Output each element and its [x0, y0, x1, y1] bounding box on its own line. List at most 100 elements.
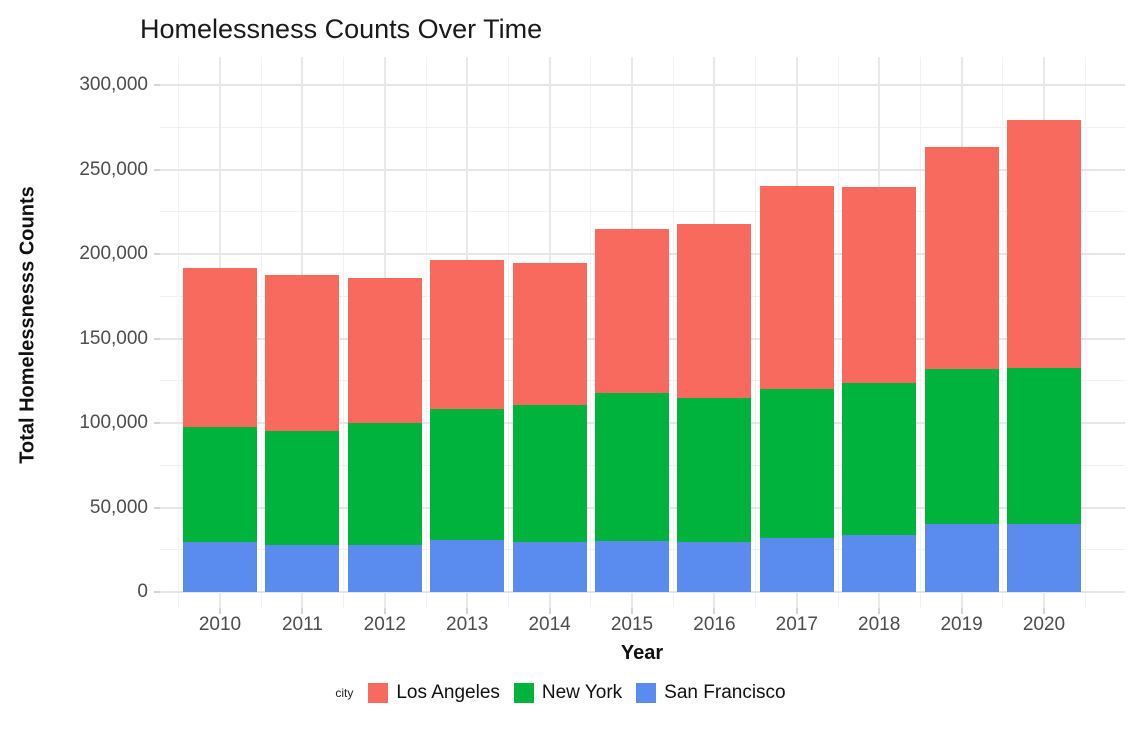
legend-label: San Francisco [664, 682, 786, 703]
y-tick-mark [154, 253, 160, 255]
bar-segment-2019-los-angeles [924, 146, 999, 369]
bar-segment-2012-los-angeles [347, 277, 422, 423]
legend-label: New York [541, 682, 623, 703]
x-tick-label: 2019 [940, 614, 983, 635]
x-tick-label: 2013 [446, 614, 489, 635]
x-tick-mark [960, 608, 963, 614]
gridline-v-minor [507, 57, 509, 608]
y-tick-mark [154, 168, 160, 171]
bar-segment-2014-san-francisco [512, 542, 587, 592]
x-tick-mark [383, 608, 386, 614]
legend-label: Los Angeles [396, 682, 500, 703]
gridline-h-minor [160, 126, 1125, 128]
bar-segment-2013-san-francisco [430, 539, 505, 592]
gridline-h-major [160, 591, 1125, 593]
bar-segment-2017-san-francisco [759, 537, 834, 592]
gridline-v-minor [755, 57, 757, 608]
gridline-h-major [160, 84, 1125, 86]
x-tick-mark [301, 608, 304, 614]
bar-segment-2010-san-francisco [183, 542, 257, 592]
bar-segment-2015-new-york [595, 392, 669, 542]
y-tick-mark [154, 84, 160, 86]
x-axis-title: Year [620, 642, 664, 664]
x-tick-mark [713, 608, 716, 614]
y-tick-mark [154, 337, 160, 340]
bar-segment-2012-san-francisco [347, 544, 422, 592]
bar-segment-2010-new-york [183, 427, 257, 543]
y-tick-mark [154, 591, 160, 593]
legend-item-new-york: New York [513, 682, 623, 704]
y-tick-label: 150,000 [79, 327, 148, 349]
gridline-v-minor [919, 57, 921, 608]
y-tick-label: 50,000 [89, 496, 148, 518]
bar-segment-2020-san-francisco [1007, 524, 1081, 592]
bar-segment-2020-new-york [1007, 368, 1081, 525]
gridline-h-major [160, 168, 1125, 171]
x-tick-label: 2017 [775, 614, 818, 635]
legend-swatch-san-francisco [636, 683, 657, 703]
plot-panel [160, 57, 1125, 608]
y-axis-title: Total Homelessnesss Counts [16, 186, 39, 464]
x-tick-label: 2011 [281, 614, 323, 635]
y-tick-label: 100,000 [79, 412, 148, 433]
gridline-v-minor [590, 57, 592, 608]
x-tick-label: 2020 [1022, 614, 1066, 635]
x-tick-label: 2012 [363, 614, 406, 635]
gridline-h-minor [160, 211, 1125, 213]
legend-item-los-angeles: Los Angeles [368, 682, 500, 704]
legend: city Los Angeles New York San Francisco [0, 682, 1128, 704]
x-tick-label: 2014 [528, 614, 571, 635]
bar-segment-2011-san-francisco [265, 544, 340, 592]
y-tick-label: 250,000 [79, 158, 148, 180]
gridline-v-minor [343, 57, 345, 608]
x-tick-label: 2015 [610, 614, 654, 635]
bar-segment-2016-new-york [677, 397, 752, 543]
y-tick-label: 300,000 [79, 74, 148, 95]
bar-segment-2012-new-york [347, 423, 422, 545]
x-tick-mark [548, 608, 551, 614]
bar-segment-2016-los-angeles [677, 224, 752, 398]
bar-segment-2016-san-francisco [677, 542, 752, 592]
legend-swatch-new-york [513, 683, 534, 703]
bar-segment-2015-los-angeles [595, 228, 669, 393]
bar-segment-2011-los-angeles [265, 275, 340, 431]
y-tick-mark [154, 422, 160, 424]
bar-segment-2017-new-york [759, 389, 834, 538]
bar-segment-2018-san-francisco [842, 535, 917, 592]
chart-title: Homelessness Counts Over Time [140, 14, 543, 44]
x-tick-label: 2010 [198, 614, 242, 635]
x-tick-mark [631, 608, 633, 614]
x-tick-mark [219, 608, 221, 614]
bar-segment-2014-new-york [512, 405, 587, 543]
y-tick-label: 200,000 [79, 243, 148, 264]
gridline-v-minor [260, 57, 262, 608]
bar-segment-2013-los-angeles [430, 259, 505, 410]
bar-segment-2018-los-angeles [842, 187, 917, 384]
gridline-v-minor [672, 57, 674, 608]
bar-segment-2011-new-york [265, 430, 340, 545]
x-tick-mark [1043, 608, 1045, 614]
gridline-v-minor [178, 57, 180, 608]
x-tick-mark [466, 608, 469, 614]
y-tick-mark [154, 506, 160, 509]
gridline-v-minor [1084, 57, 1086, 608]
gridline-v-minor [1002, 57, 1004, 608]
bar-segment-2019-new-york [924, 368, 999, 524]
x-tick-mark [878, 608, 881, 614]
bar-segment-2010-los-angeles [183, 268, 257, 428]
bar-segment-2013-new-york [430, 409, 505, 540]
bar-segment-2018-new-york [842, 383, 917, 536]
x-tick-label: 2016 [693, 614, 736, 635]
x-tick-mark [795, 608, 798, 614]
x-tick-label: 2018 [858, 614, 901, 635]
bar-segment-2017-los-angeles [759, 186, 834, 390]
legend-item-san-francisco: San Francisco [636, 682, 786, 704]
legend-title: city [335, 686, 354, 700]
bar-segment-2019-san-francisco [924, 523, 999, 592]
y-tick-label: 0 [137, 581, 148, 602]
legend-swatch-los-angeles [368, 683, 389, 703]
bar-segment-2015-san-francisco [595, 541, 669, 592]
bar-segment-2014-los-angeles [512, 263, 587, 406]
gridline-v-minor [837, 57, 839, 608]
